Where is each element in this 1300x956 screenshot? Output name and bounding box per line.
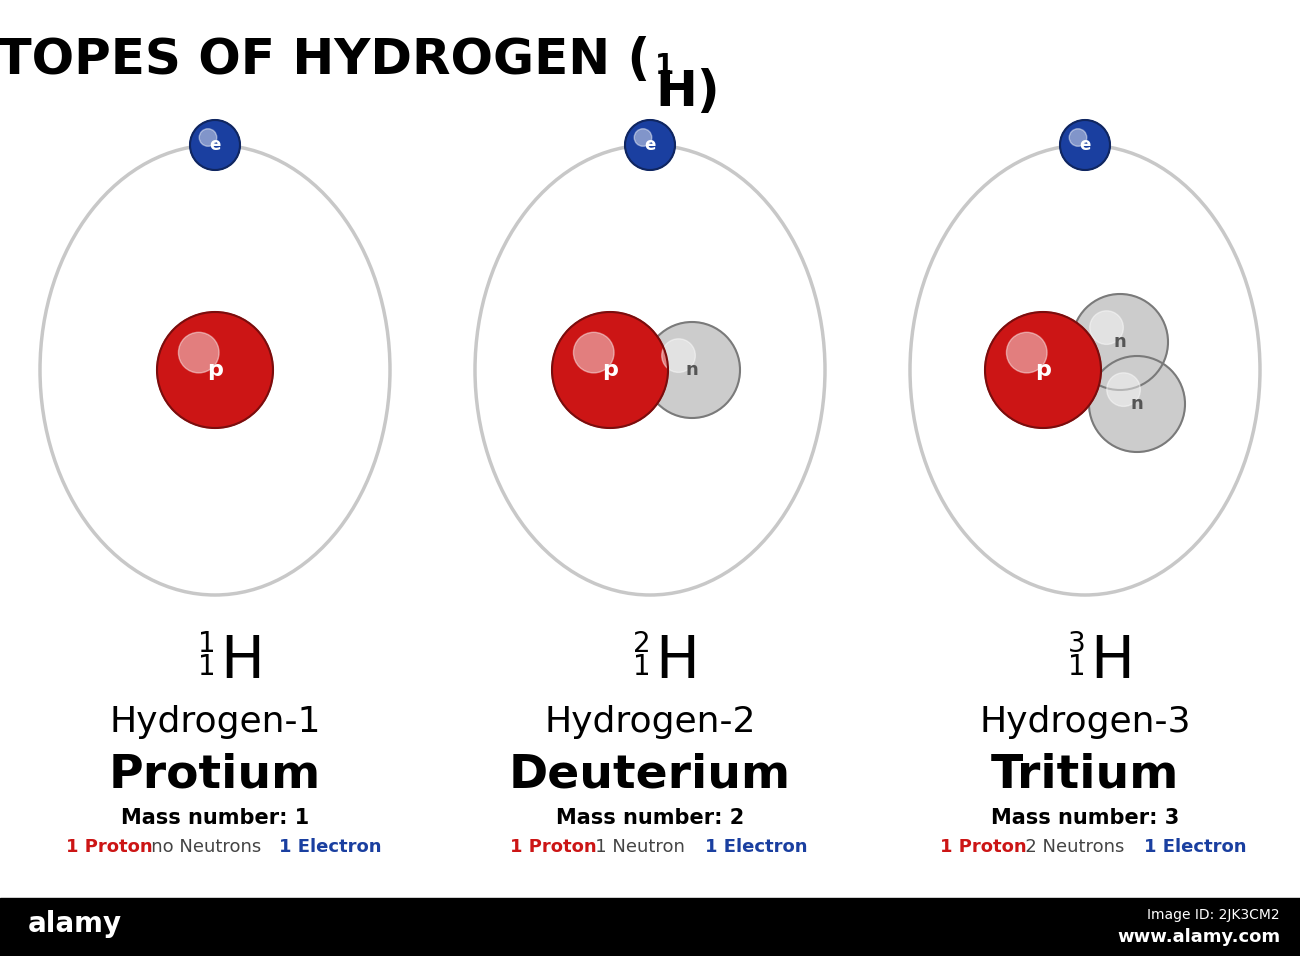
- Circle shape: [199, 129, 217, 146]
- Text: MAIN ISOTOPES OF HYDROGEN (: MAIN ISOTOPES OF HYDROGEN (: [0, 36, 650, 84]
- Text: 1: 1: [1069, 653, 1086, 681]
- Text: Protium: Protium: [109, 753, 321, 798]
- Text: 1: 1: [199, 653, 216, 681]
- Text: 2 Neutrons: 2 Neutrons: [1009, 838, 1143, 856]
- Circle shape: [573, 333, 614, 373]
- Text: 2: 2: [633, 630, 651, 658]
- Text: 1 Electron: 1 Electron: [705, 838, 807, 856]
- Text: no Neutrons: no Neutrons: [134, 838, 278, 856]
- Text: e: e: [1079, 136, 1091, 154]
- Text: Hydrogen-1: Hydrogen-1: [109, 705, 321, 739]
- Text: 3: 3: [1069, 630, 1086, 658]
- Circle shape: [625, 120, 675, 170]
- Text: e: e: [645, 136, 655, 154]
- Circle shape: [1006, 333, 1046, 373]
- Text: Image ID: 2JK3CM2: Image ID: 2JK3CM2: [1148, 908, 1280, 922]
- Text: H: H: [220, 633, 264, 690]
- Circle shape: [157, 312, 273, 428]
- Text: n: n: [685, 361, 698, 379]
- Text: Hydrogen-3: Hydrogen-3: [979, 705, 1191, 739]
- Text: Mass number: 3: Mass number: 3: [991, 808, 1179, 828]
- Circle shape: [662, 338, 696, 373]
- Circle shape: [178, 333, 220, 373]
- Text: 1 Proton: 1 Proton: [940, 838, 1027, 856]
- Circle shape: [634, 129, 651, 146]
- Circle shape: [644, 322, 740, 418]
- Text: H: H: [655, 633, 699, 690]
- Circle shape: [552, 312, 668, 428]
- Text: 1 Neutron: 1 Neutron: [577, 838, 702, 856]
- Circle shape: [1069, 129, 1087, 146]
- Text: e: e: [209, 136, 221, 154]
- Text: H): H): [655, 68, 720, 116]
- Text: n: n: [1114, 333, 1126, 351]
- Text: 1 Electron: 1 Electron: [278, 838, 381, 856]
- Circle shape: [1089, 311, 1123, 344]
- Text: 1 Proton: 1 Proton: [66, 838, 153, 856]
- Text: Mass number: 2: Mass number: 2: [556, 808, 744, 828]
- Text: Mass number: 1: Mass number: 1: [121, 808, 309, 828]
- Circle shape: [1060, 120, 1110, 170]
- Circle shape: [1089, 356, 1186, 452]
- Text: alamy: alamy: [29, 910, 122, 938]
- Circle shape: [190, 120, 240, 170]
- Circle shape: [985, 312, 1101, 428]
- Text: Deuterium: Deuterium: [508, 753, 792, 798]
- Circle shape: [1106, 373, 1140, 406]
- Text: p: p: [602, 360, 617, 380]
- Text: p: p: [207, 360, 222, 380]
- Text: 1 Proton: 1 Proton: [510, 838, 597, 856]
- Text: H: H: [1089, 633, 1134, 690]
- Circle shape: [1072, 294, 1167, 390]
- Text: 1: 1: [199, 630, 216, 658]
- Text: p: p: [1035, 360, 1050, 380]
- Text: 1 Electron: 1 Electron: [1144, 838, 1247, 856]
- Text: 1: 1: [655, 52, 675, 80]
- Text: n: n: [1131, 395, 1144, 413]
- Text: 1: 1: [633, 653, 651, 681]
- Text: Tritium: Tritium: [991, 753, 1179, 798]
- Text: Hydrogen-2: Hydrogen-2: [545, 705, 755, 739]
- Text: www.alamy.com: www.alamy.com: [1117, 928, 1280, 946]
- Bar: [0, 898, 1300, 956]
